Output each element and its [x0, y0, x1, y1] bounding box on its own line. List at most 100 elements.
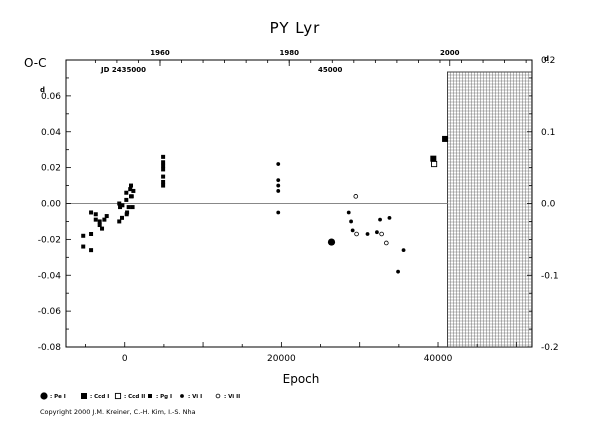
right-y-tick-label: -0.2 [541, 343, 559, 353]
data-point-vi-ii [353, 194, 359, 199]
top-year-tick-label: 1980 [279, 49, 299, 57]
data-point-pg-i [126, 205, 131, 210]
chart-title: PY Lyr [270, 19, 321, 37]
data-point-vi-ii [354, 231, 359, 237]
left-y-tick-label: -0.08 [38, 343, 62, 353]
data-point-vi-i [375, 230, 379, 235]
legend-label-ccd-i: : Ccd I [90, 394, 109, 400]
data-point-pg-i [104, 214, 109, 219]
data-point-vi-i [349, 219, 353, 224]
left-y-tick-label: -0.02 [38, 235, 61, 245]
data-point-pg-i [81, 244, 86, 249]
x-axis-label: Epoch [283, 372, 320, 386]
data-point-pg-i [129, 183, 134, 188]
data-point-pg-i [89, 210, 94, 215]
data-point-pg-i [128, 187, 133, 192]
data-point-vi-i [387, 215, 392, 220]
right-axis-unit-note: d [544, 55, 549, 63]
top-axis-45000-note: 45000 [318, 66, 342, 74]
data-point-vi-i [276, 183, 281, 188]
data-point-vi-i [346, 210, 351, 215]
left-y-tick-label: 0.04 [41, 128, 61, 138]
data-point-pg-i [102, 217, 107, 222]
legend-label-pe-i: : Pe I [50, 394, 66, 400]
bottom-x-tick-label: 40000 [424, 354, 453, 364]
data-point-pg-i [89, 248, 94, 253]
data-point-pg-i [161, 154, 166, 159]
data-point-pg-i [161, 160, 166, 165]
data-point-vi-ii [379, 231, 384, 237]
data-point-pg-i [124, 190, 129, 195]
left-y-tick-label: 0.00 [41, 200, 61, 210]
data-point-pe-i [327, 238, 336, 246]
data-point-pg-i [129, 194, 134, 199]
data-point-pg-i [130, 205, 135, 210]
data-point-pg-i [93, 212, 98, 217]
data-point-pg-i [97, 223, 102, 228]
legend-marker-vi-ii [215, 393, 221, 399]
y-axis-label: O-C [24, 56, 47, 70]
right-y-tick-label: -0.1 [541, 271, 559, 281]
left-y-tick-label: 0.06 [41, 92, 61, 102]
legend-label-vi-ii: : Vi II [224, 394, 240, 400]
data-point-vi-i [396, 269, 400, 274]
data-point-pg-i [93, 217, 98, 222]
data-point-pg-i [161, 167, 166, 172]
data-point-vi-ii [384, 240, 389, 246]
bottom-x-tick-label: 0 [122, 354, 128, 364]
data-point-vi-i [401, 248, 406, 253]
top-year-tick-label: 2000 [440, 49, 460, 57]
axis-ticks [66, 59, 532, 348]
data-point-pg-i [125, 210, 130, 215]
data-point-pg-i [161, 163, 166, 168]
data-point-vi-i [276, 189, 281, 193]
left-y-tick-label: -0.04 [38, 271, 62, 281]
data-point-pg-i [100, 226, 105, 231]
right-y-tick-label: 0.1 [541, 128, 555, 138]
data-point-ccd-ii [431, 160, 438, 168]
data-point-pg-i [117, 201, 122, 206]
legend-marker-ccd-ii [114, 392, 122, 400]
data-point-pg-i [97, 219, 102, 224]
legend-label-ccd-ii: : Ccd II [124, 394, 145, 400]
data-point-pg-i [119, 215, 124, 220]
data-point-pg-i [161, 174, 166, 179]
bottom-x-tick-label: 20000 [267, 354, 296, 364]
legend-marker-ccd-i [81, 393, 87, 399]
tick-labels: 0.060.040.020.00-0.02-0.04-0.06-0.080.20… [38, 49, 559, 364]
legend-marker-pg-i [148, 394, 152, 398]
data-point-vi-i [365, 232, 370, 236]
legend-label-pg-i: : Pg I [156, 394, 172, 400]
data-point-pg-i [161, 183, 166, 188]
data-point-pg-i [161, 179, 166, 184]
top-axis-jd-note: JD 2435000 [100, 66, 146, 74]
data-point-vi-i [276, 162, 281, 166]
data-point-vi-i [276, 178, 281, 183]
left-axis-unit-note: d [40, 86, 45, 94]
legend-marker-pe-i [40, 392, 48, 400]
top-year-tick-label: 1960 [150, 49, 170, 57]
right-y-tick-label: 0.0 [541, 200, 556, 210]
legend: : Pe I : Ccd I : Ccd II : Pg I : Vi I : Vi II [40, 392, 240, 400]
legend-label-vi-i: : Vi I [188, 394, 202, 400]
data-point-ccd-i [430, 155, 437, 162]
data-point-vi-i [350, 228, 355, 233]
copyright-text: Copyright 2000 J.M. Kreiner, C.-H. Kim, … [40, 408, 196, 416]
data-point-pg-i [117, 219, 122, 224]
data-point-pg-i [81, 233, 86, 238]
data-points [81, 135, 449, 274]
data-point-pg-i [118, 205, 123, 210]
data-point-pg-i [131, 188, 136, 193]
right-y-tick-label: 0.2 [541, 56, 555, 66]
data-point-vi-i [378, 217, 382, 222]
data-point-pg-i [89, 231, 94, 236]
data-point-ccd-i [442, 135, 449, 142]
data-point-vi-i [276, 210, 281, 215]
left-y-tick-label: -0.06 [38, 307, 62, 317]
future-region-grid [447, 71, 533, 348]
data-point-pg-i [124, 197, 129, 202]
data-point-pg-i [120, 203, 125, 208]
legend-marker-vi-i [180, 394, 184, 398]
left-y-tick-label: 0.02 [41, 164, 61, 174]
